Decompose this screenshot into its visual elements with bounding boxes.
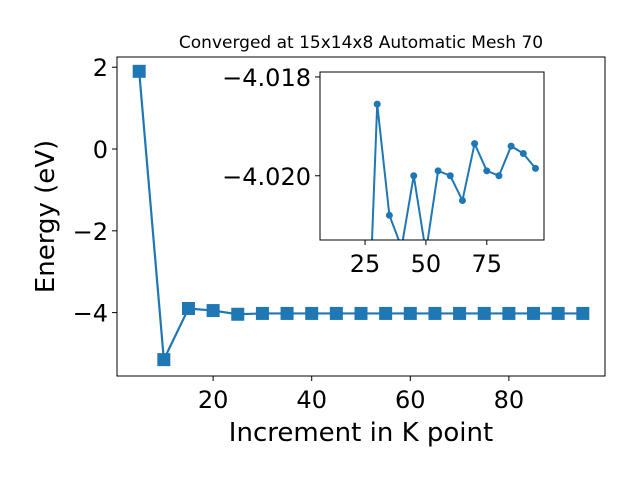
main-data-point (157, 353, 171, 367)
main-data-point (502, 306, 516, 320)
main-x-tick-label: 20 (198, 386, 229, 414)
inset-data-point (446, 172, 454, 180)
main-data-point (280, 306, 294, 320)
main-data-point (576, 306, 590, 320)
main-y-tick-label: −2 (73, 218, 108, 246)
main-y-tick-label: 0 (93, 136, 108, 164)
main-data-point (206, 304, 220, 318)
inset-x-tick-label: 50 (411, 250, 442, 278)
main-data-point (132, 64, 146, 78)
main-y-tick-label: −4 (73, 300, 108, 328)
main-data-point (453, 306, 467, 320)
inset-y-tick-label: −4.018 (222, 64, 311, 92)
main-data-point (255, 306, 269, 320)
inset-x-ticks: 25 50 75 (350, 240, 502, 278)
inset-data-point (471, 140, 479, 148)
main-data-point (354, 306, 368, 320)
main-data-point (477, 306, 491, 320)
inset-y-tick-label: −4.020 (222, 163, 311, 191)
main-data-point (379, 306, 393, 320)
main-x-tick-label: 80 (494, 386, 525, 414)
main-x-tick-label: 40 (296, 386, 327, 414)
x-axis-label: Increment in K point (229, 418, 493, 448)
inset-data-point (434, 167, 442, 175)
main-data-point (428, 306, 442, 320)
inset-data-point (531, 164, 539, 172)
inset-data-point (373, 100, 381, 108)
main-data-point (403, 306, 417, 320)
inset-data-point (519, 150, 527, 158)
inset-data-point (495, 172, 503, 180)
inset-data-point (398, 244, 405, 251)
inset-data-point (410, 172, 418, 180)
inset-x-tick-label: 25 (350, 250, 381, 278)
main-data-point (527, 306, 541, 320)
main-data-point (181, 302, 195, 316)
inset-series (371, 100, 539, 251)
main-plot-frame (116, 56, 606, 377)
main-x-tick-label: 60 (395, 386, 426, 414)
main-x-ticks: 20 40 60 80 (198, 376, 524, 414)
main-y-ticks: 2 0 −2 −4 (73, 54, 117, 328)
main-series (132, 64, 590, 367)
inset-data-point (483, 167, 491, 175)
inset-x-tick-label: 75 (472, 250, 503, 278)
main-data-point (551, 306, 565, 320)
inset-chart: 25 50 75 −4.020 −4.018 (222, 64, 545, 278)
y-axis-label: Energy (eV) (31, 140, 61, 293)
inset-data-point (507, 142, 515, 150)
inset-data-point (458, 196, 466, 204)
chart-title: Converged at 15x14x8 Automatic Mesh 70 (179, 33, 543, 53)
inset-plot-frame (319, 71, 545, 241)
inset-data-point (385, 211, 393, 219)
inset-y-ticks: −4.020 −4.018 (222, 64, 320, 191)
main-data-point (329, 306, 343, 320)
main-data-point (305, 306, 319, 320)
main-y-tick-label: 2 (93, 54, 108, 82)
main-data-point (231, 307, 245, 321)
main-chart: Converged at 15x14x8 Automatic Mesh 70 2… (31, 33, 606, 448)
